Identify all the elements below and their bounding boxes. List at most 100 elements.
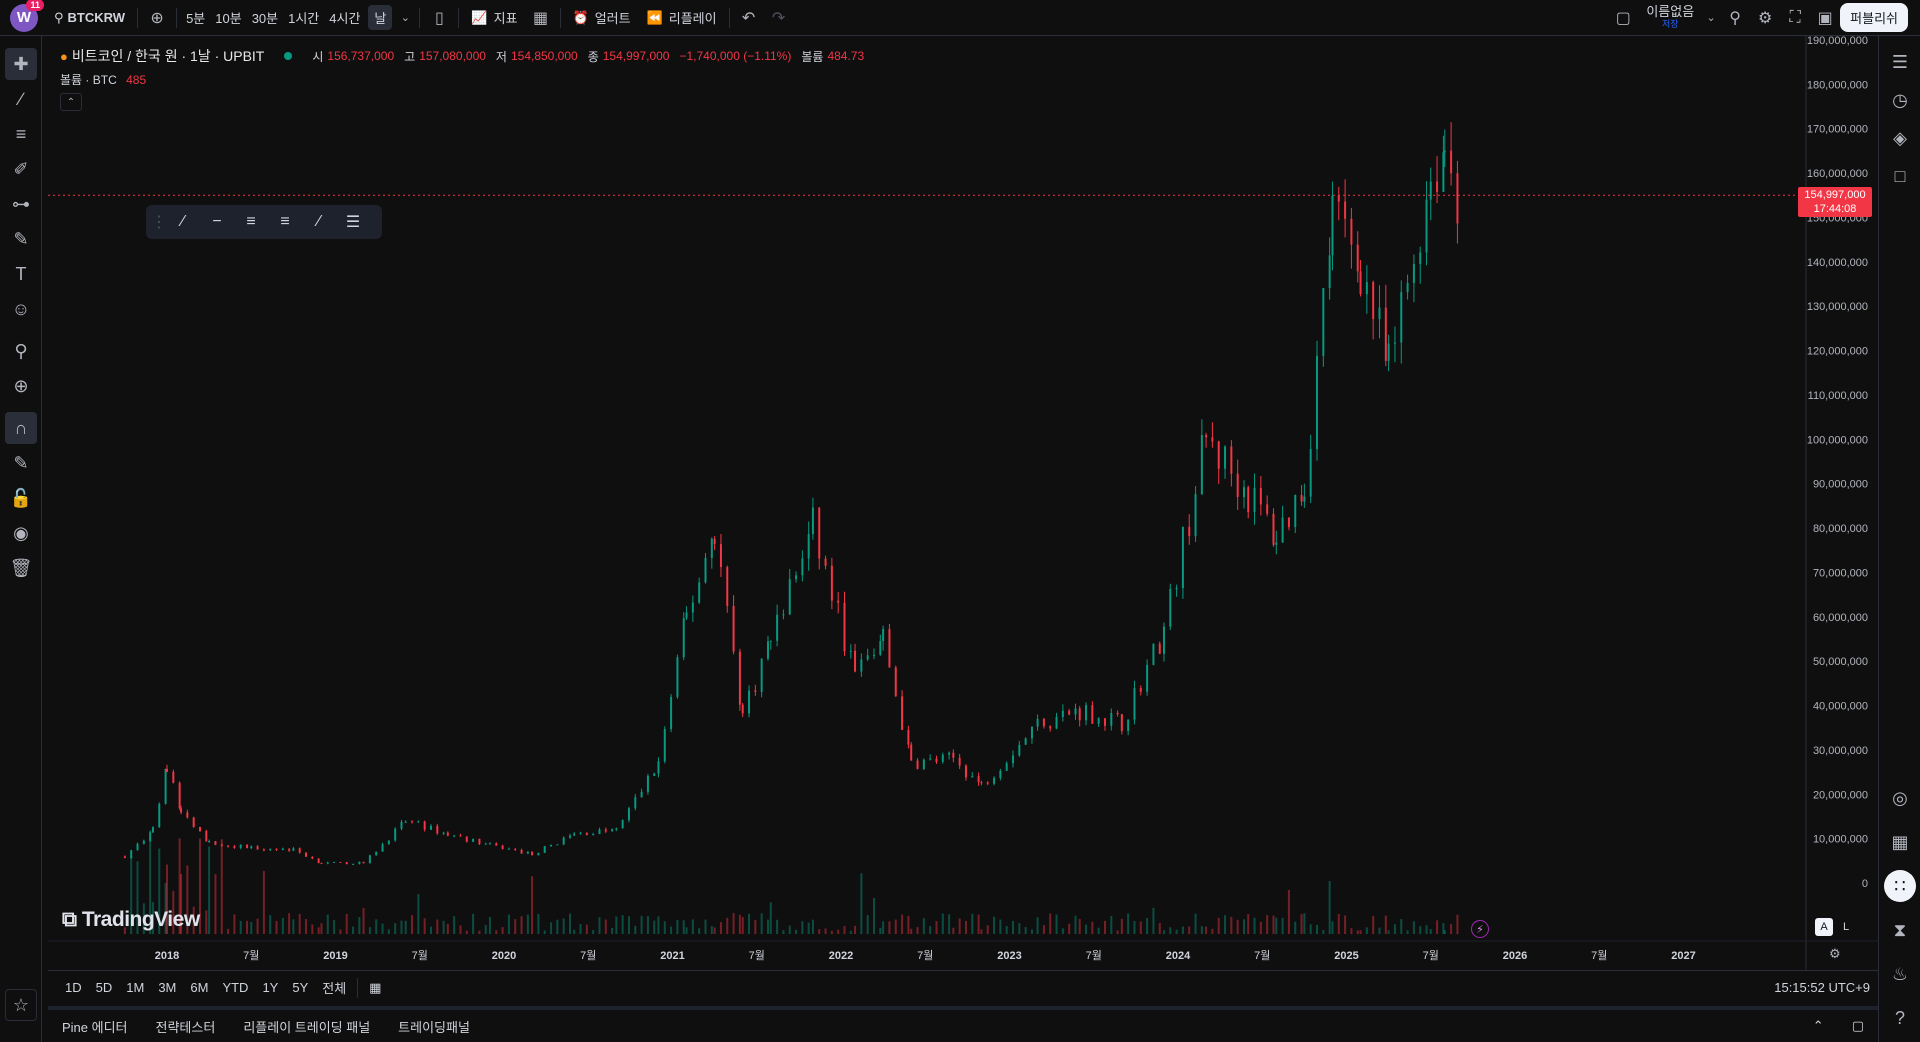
fullscreen-icon[interactable]: ⛶ [1789, 8, 1801, 26]
time-settings-icon[interactable]: ⚙ [1829, 946, 1841, 961]
legend-title[interactable]: 비트코인 / 한국 원 · 1날 · UPBIT [71, 48, 265, 64]
regression-channel-icon[interactable]: ≡ [280, 213, 290, 230]
price-chart[interactable]: 0 10,000,000 20,000,000 30,000,000 40,000,00… [48, 36, 1878, 970]
auto-scale-button[interactable]: A [1815, 918, 1833, 936]
range-5d[interactable]: 5D [95, 980, 113, 995]
clock[interactable]: 15:15:52 UTC+9 [1774, 980, 1870, 995]
projection-icon[interactable]: ⊶ [12, 193, 30, 214]
timeframe-4h[interactable]: 4시간 [329, 11, 361, 26]
timeframe-10m[interactable]: 10분 [215, 11, 242, 26]
eye-icon[interactable]: ◉ [13, 522, 29, 543]
candle-body [592, 834, 595, 836]
emoji-icon[interactable]: ☺ [11, 298, 31, 319]
target-icon[interactable]: ◎ [1892, 787, 1908, 808]
watchlist-icon[interactable]: ☰ [1891, 51, 1909, 72]
timeframe-1h[interactable]: 1시간 [288, 11, 320, 26]
range-1y[interactable]: 1Y [262, 980, 279, 995]
calendar-icon[interactable]: ▦ [1891, 831, 1909, 852]
timeframe-30m[interactable]: 30분 [251, 11, 279, 26]
drag-handle-icon[interactable]: ⋮ [151, 214, 167, 231]
candle-body [429, 825, 432, 830]
star-icon[interactable]: ☆ [5, 989, 37, 1021]
volume-bar [136, 861, 139, 934]
volume-bar [256, 918, 259, 934]
settings-gear-icon[interactable]: ⚙ [1757, 9, 1773, 27]
add-symbol-icon[interactable]: ⊕ [150, 9, 164, 27]
range-all[interactable]: 전체 [322, 981, 347, 996]
layout-name[interactable]: 이름없음 저장 [1646, 3, 1695, 29]
trend-line-icon[interactable]: ∕ [19, 88, 23, 109]
replay-lightning-icon[interactable]: ⚡ [1471, 920, 1489, 938]
indicators-button[interactable]: 📈 지표 [471, 9, 518, 27]
bell-icon[interactable]: ♨ [1891, 963, 1909, 984]
parallel-channel-icon[interactable]: ≡ [246, 213, 256, 230]
help-icon[interactable]: ? [1894, 1007, 1905, 1028]
volume-bar [807, 922, 810, 934]
magnet-icon[interactable]: ∩ [5, 412, 37, 444]
maximize-panel-icon[interactable]: ▢ [1851, 1018, 1864, 1033]
zoom-in-icon[interactable]: ⊕ [13, 375, 29, 396]
ruler-icon[interactable]: ⚲ [14, 340, 28, 361]
candle-body [1024, 738, 1027, 745]
alerts-clock-icon[interactable]: ◷ [1892, 89, 1908, 110]
chevron-up-icon[interactable]: ⌃ [1812, 1018, 1824, 1033]
time-scale: 2018 7월 2019 7월 2020 7월 2021 7월 2022 7월 2023 7월 2024… [155, 949, 1696, 962]
redo-icon[interactable]: ↷ [771, 9, 786, 27]
lock-icon[interactable]: 🔓 [9, 487, 33, 508]
candle-body [769, 640, 772, 642]
range-5y[interactable]: 5Y [292, 980, 309, 995]
candle-body [732, 605, 735, 652]
tab-pine-editor[interactable]: Pine 에디터 [62, 1019, 128, 1035]
log-scale-button[interactable]: L [1842, 921, 1850, 933]
volume-bar [627, 916, 630, 934]
crosshair-icon[interactable]: ✚ [5, 48, 37, 80]
range-3m[interactable]: 3M [158, 980, 177, 995]
layout-square-icon[interactable]: ▢ [1615, 9, 1631, 27]
chart-area[interactable]: 0 10,000,000 20,000,000 30,000,000 40,000,00… [48, 36, 1878, 970]
candle-body [1406, 282, 1409, 293]
apps-grid-icon[interactable]: ∷ [1884, 870, 1916, 902]
timeframe-5m[interactable]: 5분 [186, 11, 206, 26]
trash-icon[interactable]: 🗑 [9, 557, 33, 578]
tradingview-logo[interactable]: ⧉ TradingView [62, 908, 200, 931]
user-avatar[interactable]: W 11 [10, 0, 44, 32]
pitchfork-icon[interactable]: ∕ [317, 213, 321, 230]
tab-replay-trading[interactable]: 리플레이 트레이딩 패널 [243, 1019, 371, 1035]
quick-search-icon[interactable]: ⚲ [1729, 9, 1742, 27]
replay-button[interactable]: ⏪ 리플레이 [646, 9, 717, 27]
symbol-search[interactable]: ⚲ BTCKRW [54, 9, 126, 26]
volume-study-legend[interactable]: 볼륨 · BTC 485 [60, 73, 147, 87]
collapse-legend-button[interactable]: ⌃ [60, 93, 82, 111]
signal-icon[interactable]: ⧗ [1893, 919, 1907, 940]
range-1m[interactable]: 1M [126, 980, 145, 995]
publish-button[interactable]: 퍼블리쉬 [1840, 3, 1908, 32]
candle-body [411, 821, 414, 823]
goto-date-icon[interactable]: ▦ [369, 979, 382, 995]
timeframe-day[interactable]: 날 [368, 5, 393, 30]
camera-icon[interactable]: ▣ [1817, 9, 1833, 27]
range-ytd[interactable]: YTD [222, 980, 249, 995]
text-icon[interactable]: T [15, 263, 27, 284]
tab-strategy-tester[interactable]: 전략테스터 [155, 1019, 216, 1035]
brush-icon[interactable]: ✎ [13, 228, 29, 249]
candle-type-icon[interactable]: ▯ [434, 9, 444, 27]
chevron-down-icon[interactable]: ⌄ [1706, 12, 1716, 24]
range-1d[interactable]: 1D [65, 980, 82, 995]
horizontal-ray-icon[interactable]: − [212, 213, 222, 230]
layers-icon[interactable]: ◈ [1893, 127, 1907, 148]
chevron-down-icon[interactable]: ⌄ [400, 12, 410, 24]
candle-body [1162, 626, 1165, 654]
fib-retracement-icon[interactable]: ☰ [345, 214, 361, 231]
chat-icon[interactable]: □ [1894, 165, 1906, 186]
range-6m[interactable]: 6M [190, 980, 209, 995]
open-value: 156,737,000 [327, 49, 395, 63]
fib-lines-icon[interactable]: ≡ [15, 123, 27, 144]
tab-trading-panel[interactable]: 트레이딩패널 [398, 1019, 470, 1035]
volume-bar [1425, 925, 1428, 934]
trend-line-icon[interactable]: ∕ [181, 213, 185, 230]
pattern-icon[interactable]: ✐ [13, 158, 29, 179]
lock-drawing-icon[interactable]: ✎ [13, 452, 29, 473]
undo-icon[interactable]: ↶ [741, 9, 756, 27]
templates-icon[interactable]: ▦ [532, 9, 549, 27]
alert-button[interactable]: ⏰ 얼러트 [572, 9, 631, 27]
